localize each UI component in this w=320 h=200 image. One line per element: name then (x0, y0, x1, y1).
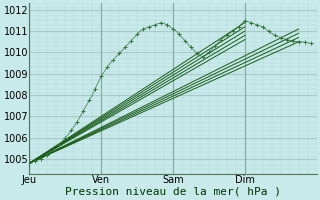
X-axis label: Pression niveau de la mer( hPa ): Pression niveau de la mer( hPa ) (65, 187, 281, 197)
